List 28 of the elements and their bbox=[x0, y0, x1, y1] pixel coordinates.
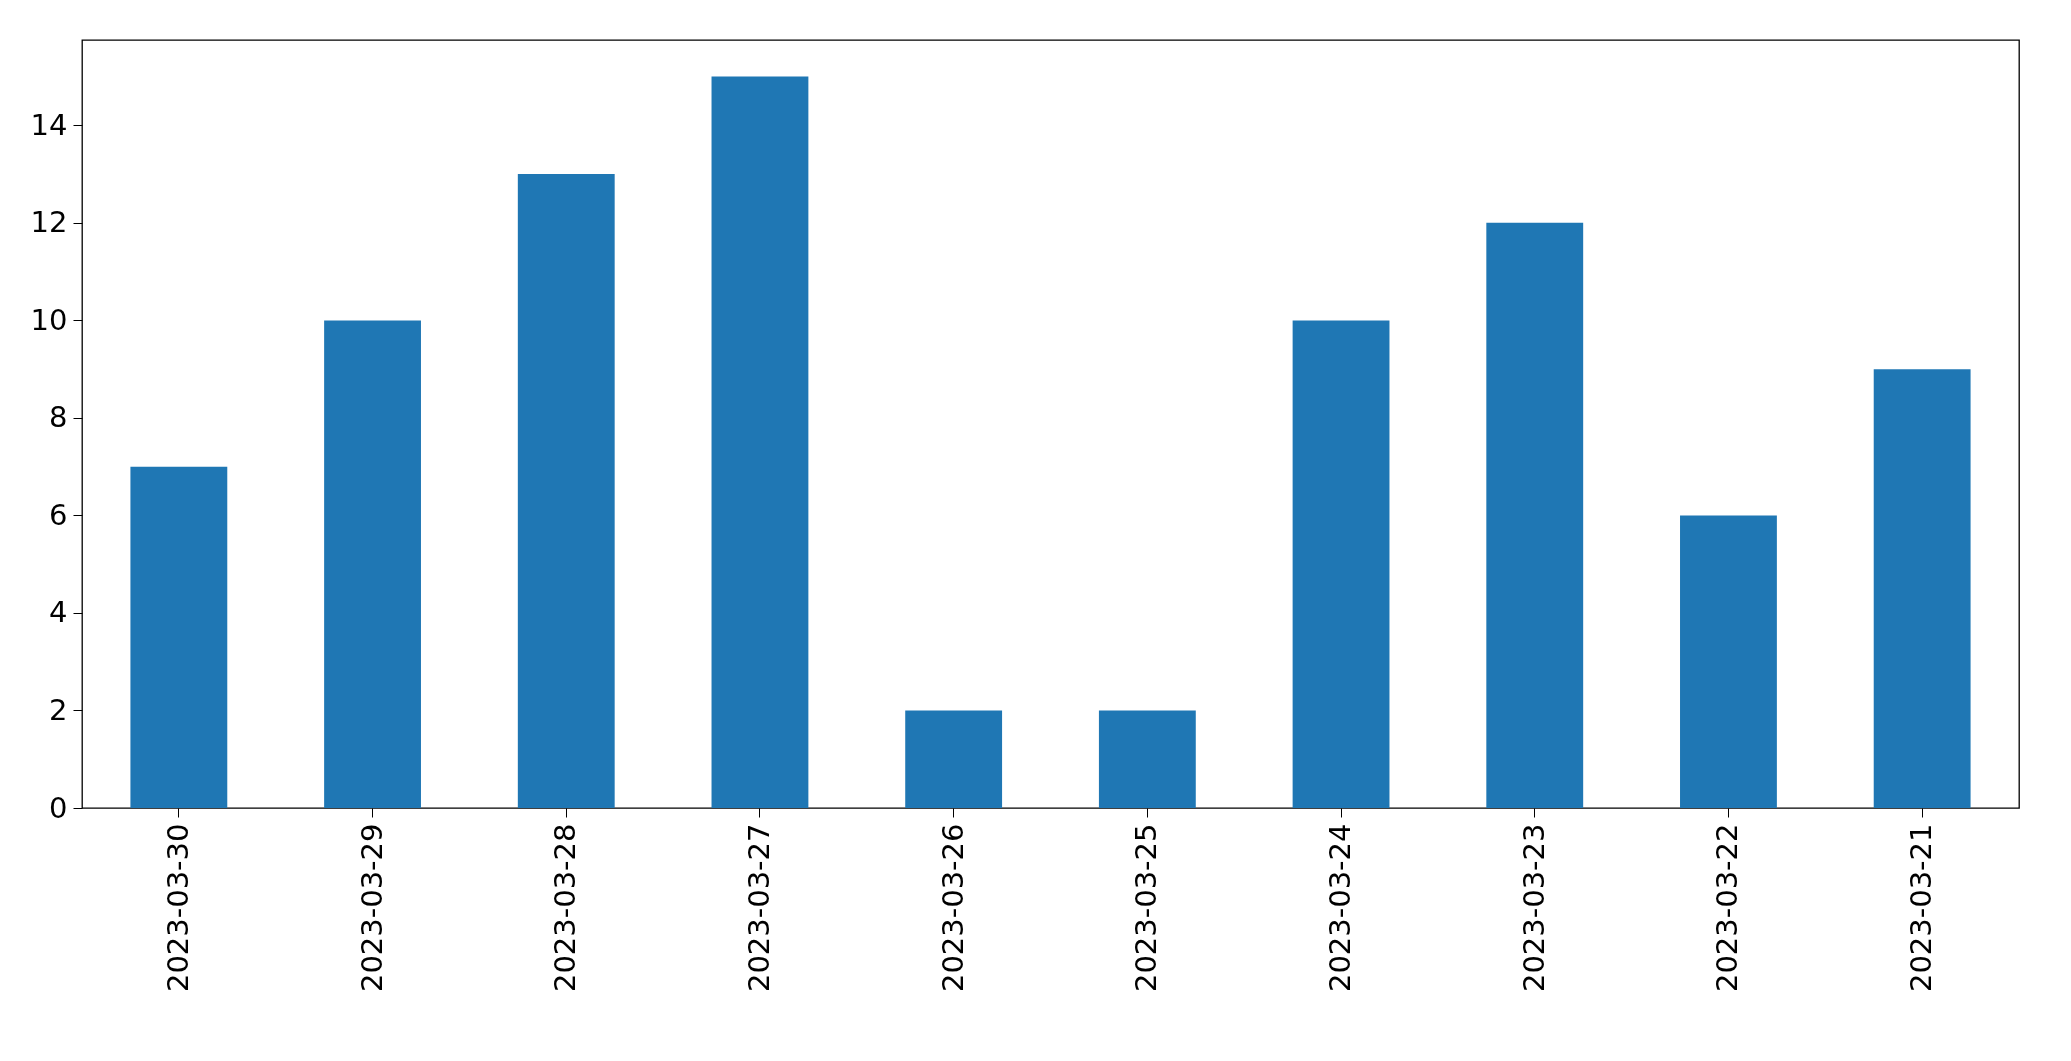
y-tick-label: 12 bbox=[30, 205, 68, 240]
bar bbox=[711, 76, 809, 808]
y-tick-label: 10 bbox=[30, 302, 68, 337]
y-tick-label: 14 bbox=[30, 107, 68, 142]
x-tick-label: 2023-03-22 bbox=[1710, 823, 1745, 993]
y-tick-label: 0 bbox=[49, 790, 68, 825]
y-tick-label: 2 bbox=[49, 692, 68, 727]
bar bbox=[1680, 515, 1777, 808]
bar bbox=[1486, 222, 1584, 808]
bar bbox=[517, 174, 615, 808]
y-tick-label: 6 bbox=[49, 497, 68, 532]
bar bbox=[130, 466, 228, 808]
x-tick-label: 2023-03-30 bbox=[160, 823, 195, 993]
x-tick-label: 2023-03-28 bbox=[548, 823, 583, 993]
bar bbox=[1873, 369, 1971, 808]
y-tick-label: 4 bbox=[49, 595, 68, 630]
x-tick-label: 2023-03-21 bbox=[1904, 823, 1939, 993]
x-tick-label: 2023-03-29 bbox=[354, 823, 389, 993]
x-tick-label: 2023-03-23 bbox=[1516, 823, 1551, 993]
y-tick-label: 8 bbox=[49, 400, 68, 435]
bar bbox=[1098, 710, 1196, 808]
x-tick-label: 2023-03-24 bbox=[1323, 823, 1358, 993]
x-tick-label: 2023-03-25 bbox=[1129, 823, 1164, 993]
x-tick-label: 2023-03-26 bbox=[935, 823, 970, 993]
bar bbox=[1292, 320, 1390, 808]
bar bbox=[324, 320, 421, 808]
x-tick-label: 2023-03-27 bbox=[741, 823, 776, 993]
bar bbox=[905, 710, 1003, 808]
